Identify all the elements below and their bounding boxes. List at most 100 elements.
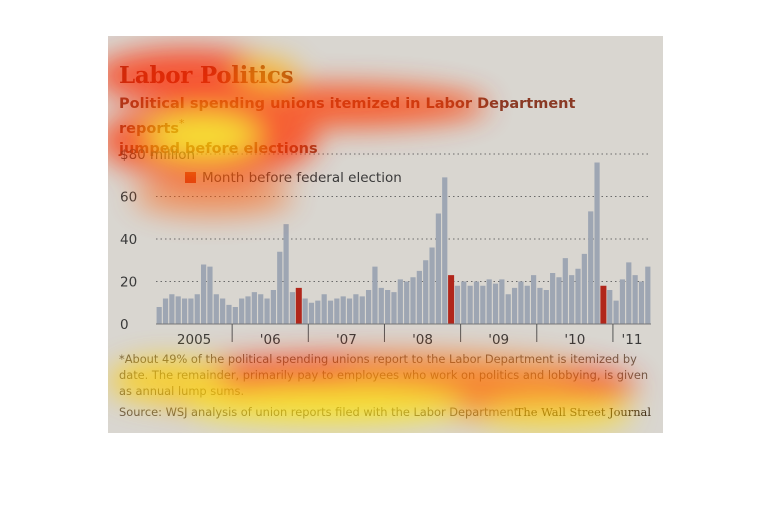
bar-election-month [295,287,302,324]
legend-swatch [185,172,196,183]
bar [365,290,372,324]
x-tick-label: '11 [622,332,643,346]
x-tick-label: '10 [564,332,585,346]
bar [435,213,442,324]
x-tick-label: '08 [412,332,433,346]
source-note: Source: WSJ analysis of union reports fi… [119,405,519,419]
bar [575,268,581,324]
bar [315,300,321,324]
bar [207,266,213,324]
y-tick-label: $80 million [120,147,195,163]
bar [429,247,435,324]
bar [391,292,397,324]
bar [613,300,619,324]
bar [385,290,391,324]
bar [232,307,238,324]
bar [277,251,283,324]
bar [569,275,575,324]
x-tick-label: '09 [488,332,509,346]
bar [524,285,530,324]
bar [499,279,505,324]
bar [619,279,626,324]
bar [588,211,594,324]
bar [632,275,638,324]
bar [327,300,334,324]
bar [264,298,270,324]
bar [505,294,511,324]
bar [181,298,188,324]
bar [607,290,613,324]
bar [461,281,467,324]
chart-card: Labor Politics Political spending unions… [108,36,663,433]
bar [530,275,537,324]
bar [467,285,473,324]
bar [372,266,378,324]
bar [410,277,416,324]
bar [638,281,645,324]
bar [156,307,162,324]
bar-election-month [600,285,607,324]
bar [550,273,556,324]
y-tick-label: 20 [120,275,137,291]
bar [594,162,600,324]
bar [518,281,524,324]
bar [334,298,340,324]
bar [454,285,461,324]
bar [378,287,384,324]
bar [562,258,568,324]
bar [397,279,403,324]
bar [302,298,308,324]
bar [239,298,245,324]
bar [645,266,651,324]
bar [346,298,353,324]
bar [340,296,346,324]
chart-legend: Month before federal election [185,170,402,186]
bar [175,296,181,324]
bar [188,298,194,324]
bar [543,290,549,324]
y-tick-label: 40 [120,232,137,248]
x-tick-label: '06 [260,332,281,346]
bar-chart: 0 20 40 60 $80 million 2005 '06 '07 '08 '09 '10 '1… [120,147,651,346]
bar [353,294,359,324]
bar [442,177,448,324]
bar [480,285,486,324]
bar [626,262,632,324]
y-tick-label: 0 [120,317,129,333]
x-tick-label: 2005 [177,332,211,346]
bar [511,287,518,324]
bar [416,270,422,324]
publisher-credit: The Wall Street Journal [515,405,651,419]
bar [169,294,175,324]
bar [423,260,429,324]
x-tick-label: '07 [336,332,357,346]
bar [486,279,492,324]
bar [220,298,226,324]
legend-label: Month before federal election [202,170,402,186]
bar [308,302,315,324]
bar [283,224,289,324]
bar [245,296,251,324]
footnote: *About 49% of the political spending uni… [119,352,649,398]
bar [194,294,200,324]
bar [289,292,296,324]
bar [556,277,562,324]
bar [321,294,327,324]
bar [251,292,257,324]
bar [226,304,232,324]
y-tick-label: 60 [120,190,137,206]
bar [213,294,219,324]
bar [270,290,277,324]
bar-series [156,162,651,324]
bar [473,281,480,324]
bar [537,287,543,324]
bar [492,283,499,324]
x-axis: 2005 '06 '07 '08 '09 '10 '11 [156,323,651,346]
bar-election-month [448,275,455,324]
bar [200,264,207,324]
bar [258,294,264,324]
bar [404,281,410,324]
bar [162,298,169,324]
bar [581,253,587,324]
bar [359,296,365,324]
